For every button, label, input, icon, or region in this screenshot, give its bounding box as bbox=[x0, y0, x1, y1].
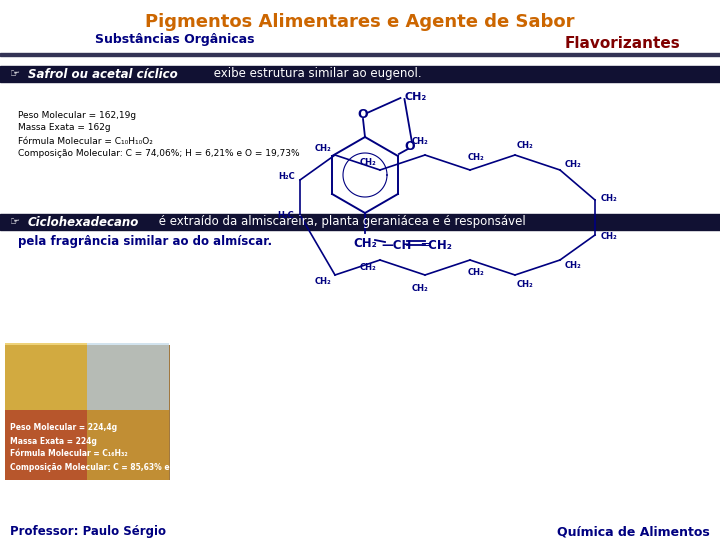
Text: CH₂: CH₂ bbox=[468, 268, 485, 277]
Text: Peso Molecular = 224,4g: Peso Molecular = 224,4g bbox=[10, 423, 117, 433]
Text: CH₂: CH₂ bbox=[517, 280, 534, 289]
Text: CH₂: CH₂ bbox=[353, 237, 377, 250]
Bar bbox=[87, 410, 169, 480]
Bar bbox=[0, 214, 720, 230]
Text: Massa Exata = 224g: Massa Exata = 224g bbox=[10, 436, 97, 446]
Text: —CH: —CH bbox=[382, 239, 412, 252]
Text: Massa Exata = 162g: Massa Exata = 162g bbox=[18, 124, 111, 132]
Text: CH₂: CH₂ bbox=[600, 194, 617, 203]
Text: Química de Alimentos: Química de Alimentos bbox=[557, 525, 710, 538]
Text: H₂C: H₂C bbox=[278, 172, 294, 181]
Text: Flavorizantes: Flavorizantes bbox=[564, 36, 680, 51]
Bar bbox=[5, 343, 87, 410]
Text: CH₂: CH₂ bbox=[517, 141, 534, 150]
Text: CH₂: CH₂ bbox=[405, 92, 427, 102]
Text: CH₂: CH₂ bbox=[600, 232, 617, 241]
Text: Ciclohexadecano: Ciclohexadecano bbox=[28, 215, 140, 228]
Text: Fórmula Molecular = C₁₀H₁₀O₂: Fórmula Molecular = C₁₀H₁₀O₂ bbox=[18, 137, 153, 145]
Text: Composição Molecular: C = 74,06%; H = 6,21% e O = 19,73%: Composição Molecular: C = 74,06%; H = 6,… bbox=[18, 150, 300, 159]
Text: Professor: Paulo Sérgio: Professor: Paulo Sérgio bbox=[10, 525, 166, 538]
Bar bbox=[0, 53, 720, 56]
Text: CH₂: CH₂ bbox=[412, 137, 428, 146]
Text: CH₂: CH₂ bbox=[468, 153, 485, 162]
Bar bbox=[0, 66, 720, 82]
Text: Substâncias Orgânicas: Substâncias Orgânicas bbox=[95, 33, 254, 46]
Text: CH₂: CH₂ bbox=[412, 284, 428, 293]
Bar bbox=[5, 345, 170, 480]
Text: CH₂: CH₂ bbox=[360, 264, 377, 272]
Text: Pigmentos Alimentares e Agente de Sabor: Pigmentos Alimentares e Agente de Sabor bbox=[145, 13, 575, 31]
Text: ☞: ☞ bbox=[10, 69, 20, 79]
Text: Peso Molecular = 162,19g: Peso Molecular = 162,19g bbox=[18, 111, 136, 119]
Text: Safrol ou acetal cíclico: Safrol ou acetal cíclico bbox=[28, 68, 178, 80]
Text: CH₂: CH₂ bbox=[564, 160, 581, 170]
Text: CH₂: CH₂ bbox=[564, 261, 581, 269]
Text: CH₂: CH₂ bbox=[360, 158, 377, 167]
Text: exibe estrutura similar ao eugenol.: exibe estrutura similar ao eugenol. bbox=[210, 68, 422, 80]
Text: Fórmula Molecular = C₁₆H₃₂: Fórmula Molecular = C₁₆H₃₂ bbox=[10, 449, 127, 458]
Text: pela fragrância similar ao do almíscar.: pela fragrância similar ao do almíscar. bbox=[18, 235, 272, 248]
Text: é extraído da almiscareira, planta geraniácea e é responsável: é extraído da almiscareira, planta geran… bbox=[155, 215, 526, 228]
Text: O: O bbox=[405, 139, 415, 152]
Text: Composição Molecular: C = 85,63% e H = 14,37%: Composição Molecular: C = 85,63% e H = 1… bbox=[10, 462, 222, 471]
Text: CH₂: CH₂ bbox=[315, 144, 331, 153]
Text: ═CH₂: ═CH₂ bbox=[422, 239, 452, 252]
Bar bbox=[87, 343, 169, 410]
Text: O: O bbox=[358, 109, 369, 122]
Bar bbox=[5, 410, 87, 480]
Text: CH₂: CH₂ bbox=[315, 277, 331, 286]
Text: H₂C: H₂C bbox=[278, 211, 294, 219]
Text: ☞: ☞ bbox=[10, 217, 20, 227]
